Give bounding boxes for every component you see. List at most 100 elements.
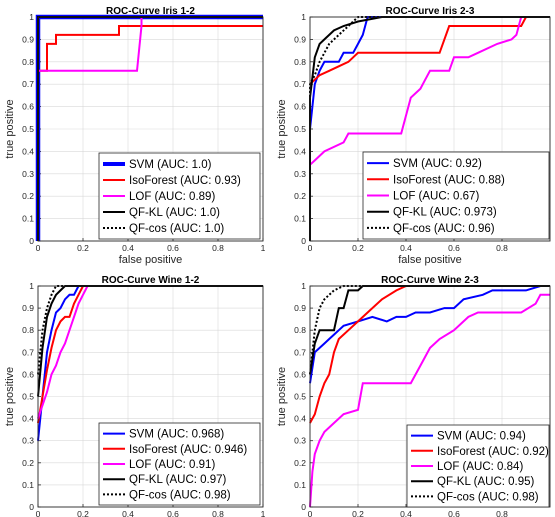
chart-title: ROC-Curve Wine 2-3	[381, 275, 479, 286]
legend-entry: QF-cos (AUC: 0.98)	[437, 491, 539, 503]
x-tick-label: 0	[308, 509, 313, 517]
axes-frame	[37, 285, 264, 508]
y-axis-label: true positive	[4, 367, 16, 426]
series-line-4	[37, 285, 263, 397]
legend-entry: QF-KL (AUC: 0.95)	[437, 476, 535, 488]
y-tick-label: 1	[301, 12, 306, 22]
y-tick-label: 0.5	[294, 124, 306, 134]
y-tick-label: 0.6	[294, 369, 306, 379]
x-axis-label: false positive	[398, 254, 462, 266]
y-tick-label: 0.8	[22, 57, 34, 67]
legend-entry: QF-KL (AUC: 1.0)	[129, 207, 220, 219]
legend: SVM (AUC: 1.0) IsoForest (AUC: 0.93) LOF (…	[98, 152, 261, 240]
y-tick-label: 0.9	[294, 303, 306, 313]
y-tick-label: 0.5	[294, 392, 306, 402]
y-tick-label: 0	[29, 236, 34, 246]
y-tick-label: 0.3	[22, 169, 34, 179]
legend-box	[406, 424, 550, 508]
series-line-1	[37, 285, 263, 441]
legend-box	[98, 152, 261, 240]
y-tick-label: 0.7	[22, 347, 34, 357]
y-tick-label: 0.2	[22, 191, 34, 201]
chart-title: ROC-Curve Iris 1-2	[106, 6, 195, 17]
legend-entry: LOF (AUC: 0.67)	[393, 191, 479, 203]
y-tick-label: 0.1	[294, 214, 306, 224]
y-tick-label: 0.6	[22, 102, 34, 112]
x-tick-label: 0.8	[496, 243, 508, 253]
series-line-2	[309, 285, 550, 424]
series-line-3	[309, 293, 550, 508]
legend-entry: SVM (AUC: 0.94)	[437, 431, 526, 443]
x-tick-label: 0.2	[352, 509, 364, 517]
chart-panel-2: 0 0.1 0.2 0.3 0.4 0.5 0.6 0.7 0.8 0.9 1 0 0.2 0.4 0.6 0…	[276, 6, 551, 266]
x-tick-label: 0.6	[167, 243, 179, 253]
y-tick-label: 0.6	[22, 369, 34, 379]
y-tick-label: 0.5	[22, 124, 34, 134]
y-tick-label: 0.4	[294, 146, 306, 156]
series-line-1	[309, 16, 550, 130]
x-tick-label: 0.4	[122, 243, 134, 253]
y-tick-label: 0.3	[22, 436, 34, 446]
y-axis-label: true positive	[276, 367, 288, 426]
series-line-5	[309, 16, 550, 241]
legend-entry: QF-cos (AUC: 0.98)	[129, 489, 231, 501]
x-tick-label: 0	[36, 243, 41, 253]
legend-box	[98, 422, 261, 506]
legend: SVM (AUC: 0.92) IsoForest (AUC: 0.88) LOF …	[362, 151, 550, 240]
x-tick-label: 1	[261, 509, 266, 517]
y-tick-label: 0.6	[294, 102, 306, 112]
y-axis-label: true positive	[4, 99, 16, 158]
y-tick-label: 0.8	[294, 325, 306, 335]
legend: SVM (AUC: 0.94) IsoForest (AUC: 0.92) LOF …	[406, 424, 550, 508]
series-line-5	[309, 285, 550, 375]
legend-entry: LOF (AUC: 0.91)	[129, 459, 215, 471]
y-tick-label: 1	[29, 12, 34, 22]
x-tick-label: 0.6	[448, 243, 460, 253]
legend-entry: LOF (AUC: 0.89)	[129, 191, 215, 203]
y-tick-label: 0.4	[22, 146, 34, 156]
legend-box	[362, 151, 550, 240]
legend-entry: QF-KL (AUC: 0.97)	[129, 474, 227, 486]
x-tick-label: 0.8	[212, 509, 224, 517]
y-tick-label: 0.8	[22, 325, 34, 335]
y-tick-label: 0.2	[294, 191, 306, 201]
legend-entry: SVM (AUC: 0.968)	[129, 429, 224, 441]
x-tick-label: 0	[36, 509, 41, 517]
x-tick-label: 1	[261, 243, 266, 253]
axes-frame	[37, 16, 264, 242]
x-tick-label: 0.4	[400, 243, 412, 253]
y-tick-label: 0.5	[22, 392, 34, 402]
y-tick-label: 0.4	[294, 414, 306, 424]
x-tick-label: 0.2	[352, 243, 364, 253]
legend-entry: LOF (AUC: 0.84)	[437, 461, 523, 473]
series-line-4	[309, 16, 550, 241]
chart-panel-3: 0 0.1 0.2 0.3 0.4 0.5 0.6 0.7 0.8 0.9 1 0 0.2 0.4 0.6 0…	[4, 275, 266, 517]
legend-entry: IsoForest (AUC: 0.92)	[437, 446, 549, 458]
x-tick-label: 0.6	[167, 509, 179, 517]
legend-entry: SVM (AUC: 1.0)	[129, 159, 212, 171]
legend-entry: IsoForest (AUC: 0.946)	[129, 444, 247, 456]
series-line-3	[37, 285, 263, 419]
x-tick-label: 0.8	[212, 243, 224, 253]
y-tick-label: 0.3	[294, 436, 306, 446]
y-tick-label: 0.2	[294, 458, 306, 468]
x-tick-label: 0.6	[448, 509, 460, 517]
x-tick-label: 0.4	[400, 509, 412, 517]
chart-title: ROC-Curve Iris 2-3	[386, 6, 475, 17]
legend-entry: QF-KL (AUC: 0.973)	[393, 207, 497, 219]
chart-panel-1: 0 0.1 0.2 0.3 0.4 0.5 0.6 0.7 0.8 0.9 1 0 0.2 0.4 0.6 0…	[4, 6, 266, 266]
y-tick-label: 0	[29, 502, 34, 512]
legend-entry: IsoForest (AUC: 0.88)	[393, 174, 505, 186]
y-tick-label: 0.7	[22, 79, 34, 89]
x-tick-label: 0	[308, 243, 313, 253]
y-tick-label: 0.1	[22, 214, 34, 224]
y-tick-label: 0.8	[294, 57, 306, 67]
y-tick-label: 0.4	[22, 414, 34, 424]
y-tick-label: 0.3	[294, 169, 306, 179]
y-axis-label: true positive	[276, 99, 288, 158]
y-tick-label: 0.7	[294, 79, 306, 89]
y-tick-label: 0	[301, 502, 306, 512]
y-tick-label: 1	[301, 281, 306, 291]
chart-title: ROC-Curve Wine 1-2	[102, 275, 200, 286]
y-tick-label: 0.9	[22, 303, 34, 313]
